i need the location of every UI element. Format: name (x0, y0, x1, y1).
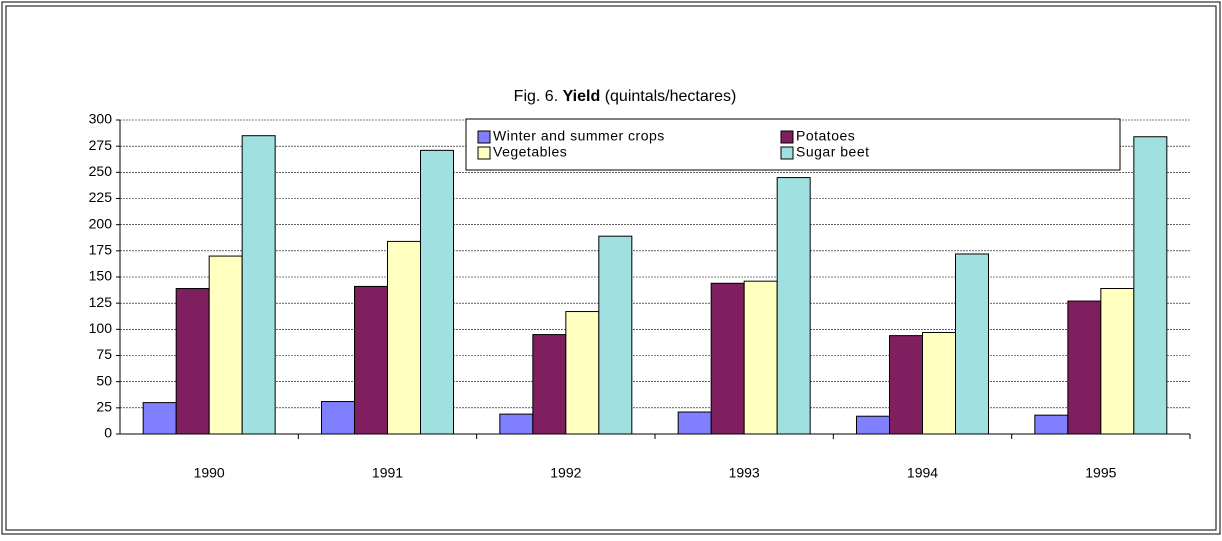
x-tick-label: 1991 (372, 465, 403, 481)
y-tick-label: 200 (89, 215, 113, 231)
title-prefix: Fig. 6. (514, 88, 558, 105)
y-tick-label: 100 (89, 320, 113, 336)
bar (776, 177, 811, 435)
bar (142, 402, 177, 435)
bar (922, 331, 956, 435)
inner-frame (5, 5, 1217, 531)
bar (321, 401, 355, 435)
legend-label: Winter and summer crops (493, 128, 665, 144)
x-tick-label: 1990 (194, 465, 225, 481)
bar (598, 235, 633, 435)
x-tick-label: 1995 (1085, 465, 1116, 481)
bar (241, 135, 276, 435)
legend-swatch (780, 146, 794, 160)
title-bold: Yield (563, 88, 601, 105)
legend-label: Potatoes (796, 128, 855, 144)
bar (889, 335, 923, 435)
bar (1100, 288, 1135, 435)
bar (387, 240, 421, 435)
bar (208, 255, 243, 435)
x-tick-label: 1992 (550, 465, 581, 481)
legend-label: Vegetables (493, 144, 567, 160)
bar (1034, 414, 1069, 435)
legend-swatch (477, 130, 491, 144)
bar (743, 280, 778, 435)
x-tick-label: 1994 (907, 465, 938, 481)
y-tick-label: 250 (89, 163, 113, 179)
bar (499, 413, 534, 435)
bar (532, 334, 567, 435)
y-tick-label: 175 (89, 242, 113, 258)
bar (1067, 300, 1102, 435)
bar (1133, 136, 1168, 435)
y-tick-label: 75 (96, 346, 112, 362)
y-tick-label: 0 (104, 425, 112, 441)
legend-label: Sugar beet (796, 144, 870, 160)
bar (175, 288, 210, 435)
y-tick-label: 225 (89, 189, 113, 205)
bar (420, 149, 454, 435)
y-tick-label: 275 (89, 137, 113, 153)
y-tick-label: 125 (89, 294, 113, 310)
bar (677, 411, 712, 435)
y-tick-label: 150 (89, 268, 113, 284)
y-tick-label: 25 (96, 399, 112, 415)
bar (710, 282, 745, 435)
bar (955, 253, 989, 435)
bar (856, 415, 890, 435)
legend-swatch (780, 130, 794, 144)
legend-box (465, 118, 1121, 171)
y-tick-label: 300 (89, 111, 113, 127)
y-tick-label: 50 (96, 372, 112, 388)
chart-title: Fig. 6. Yield (quintals/hectares) (514, 88, 737, 105)
bar (565, 311, 600, 435)
x-tick-label: 1993 (729, 465, 760, 481)
legend-swatch (477, 146, 491, 160)
bar (354, 285, 388, 435)
title-suffix: (quintals/hectares) (605, 88, 737, 105)
